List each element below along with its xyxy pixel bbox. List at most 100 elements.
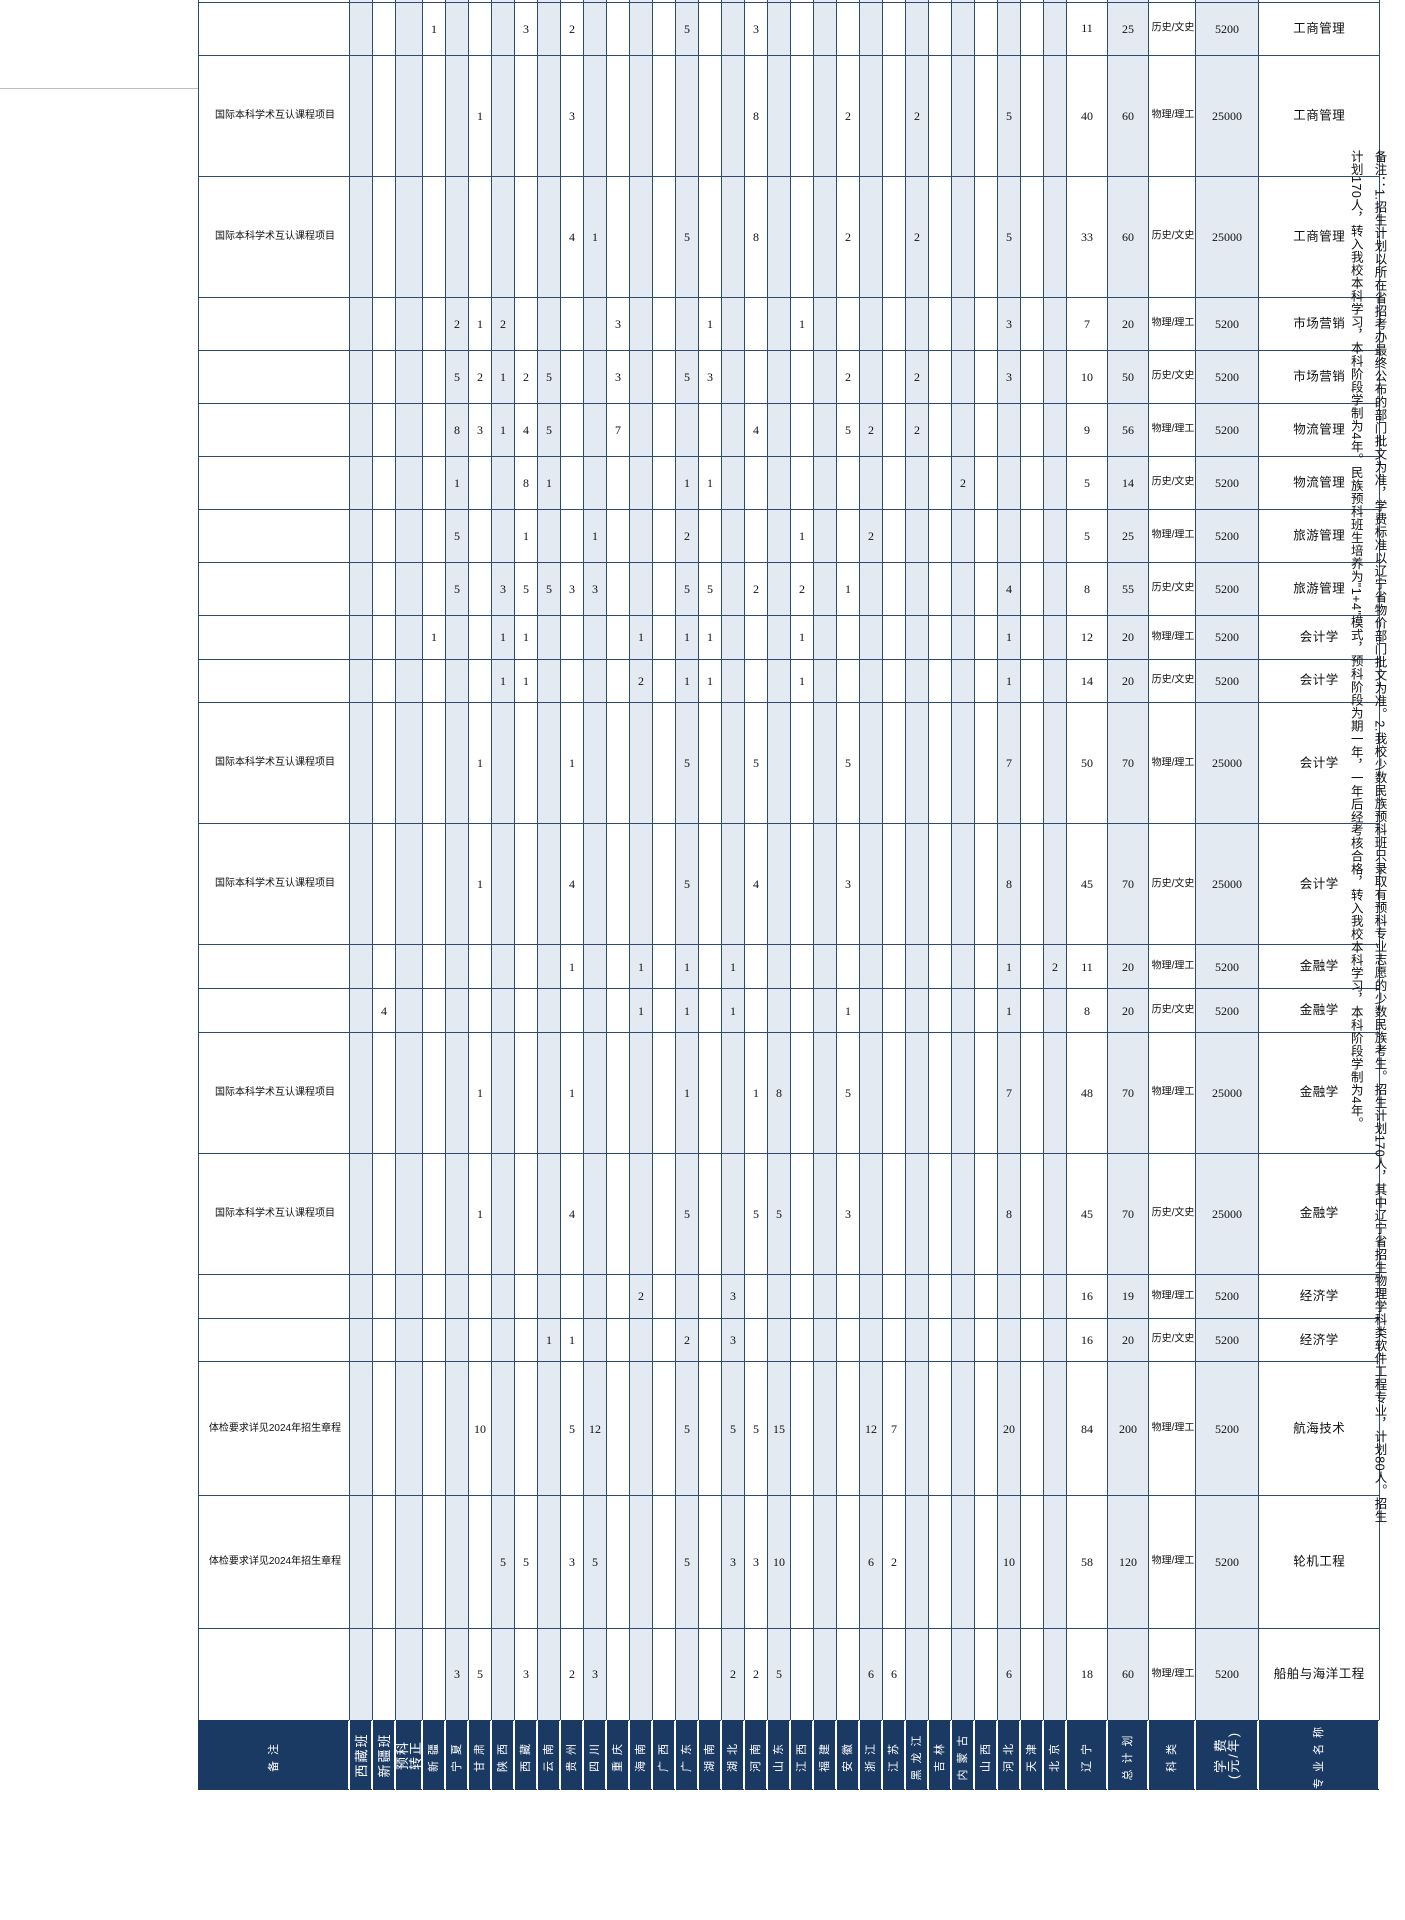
table-cell	[790, 2, 813, 56]
table-cell	[652, 2, 675, 56]
table-cell	[836, 509, 859, 563]
table-cell: 1	[537, 456, 560, 510]
table-cell	[372, 562, 395, 616]
table-cell	[652, 176, 675, 298]
table-cell	[583, 1274, 606, 1319]
table-cell	[836, 297, 859, 351]
table-cell: 3	[560, 562, 583, 616]
table-cell: 2	[560, 1628, 583, 1721]
table-cell	[583, 615, 606, 660]
table-cell	[537, 1032, 560, 1154]
table-cell	[813, 615, 836, 660]
table-cell	[198, 2, 349, 56]
table-cell	[698, 2, 721, 56]
table-cell	[606, 0, 629, 3]
table-cell	[882, 1318, 905, 1362]
table-cell: 40	[1066, 55, 1107, 177]
table-cell: 10	[1066, 350, 1107, 404]
table-cell	[744, 988, 767, 1033]
table-cell	[629, 403, 652, 457]
table-cell	[951, 176, 974, 298]
table-cell	[951, 1032, 974, 1154]
table-cell	[514, 1153, 537, 1275]
table-cell	[395, 1153, 422, 1275]
table-cell	[372, 456, 395, 510]
table-cell	[721, 350, 744, 404]
row-header-湖北: 湖北	[721, 1720, 744, 1790]
table-cell	[652, 823, 675, 945]
row-header-新疆班: 新疆班	[372, 1720, 395, 1790]
table-cell: 25	[1107, 509, 1148, 563]
table-cell	[951, 1318, 974, 1362]
table-cell	[583, 823, 606, 945]
table-cell	[859, 1274, 882, 1319]
table-cell: 物理/理工	[1148, 1032, 1195, 1154]
table-cell: 5200	[1195, 1318, 1258, 1362]
table-cell	[836, 1495, 859, 1629]
table-cell	[905, 562, 928, 616]
table-cell	[349, 702, 372, 824]
table-cell: 5	[675, 1153, 698, 1275]
table-cell	[422, 1361, 445, 1496]
table-cell	[372, 615, 395, 660]
table-cell: 4	[560, 1153, 583, 1275]
table-cell: 5200	[1195, 988, 1258, 1033]
row-header-学费(元/年): 学 费 (元/年)	[1195, 1720, 1258, 1790]
table-cell: 15	[767, 1361, 790, 1496]
table-cell	[905, 1495, 928, 1629]
table-cell	[537, 509, 560, 563]
table-cell	[468, 562, 491, 616]
table-cell: 8	[744, 176, 767, 298]
table-cell	[395, 615, 422, 660]
table-cell: 国际本科学术互认课程项目	[198, 176, 349, 298]
table-cell	[652, 944, 675, 989]
table-cell	[1043, 702, 1066, 824]
table-cell	[491, 1032, 514, 1154]
table-cell: 1	[744, 0, 767, 3]
table-cell	[606, 1628, 629, 1721]
table-cell: 20	[1107, 615, 1148, 660]
table-cell: 120	[1107, 1495, 1148, 1629]
table-cell	[395, 176, 422, 298]
table-cell	[997, 1318, 1020, 1362]
table-cell	[1020, 350, 1043, 404]
table-cell	[767, 297, 790, 351]
table-cell	[675, 55, 698, 177]
table-cell: 5200	[1195, 1495, 1258, 1629]
table-cell: 1	[468, 1153, 491, 1275]
table-cell	[652, 509, 675, 563]
table-cell: 5	[675, 2, 698, 56]
table-cell: 2	[836, 176, 859, 298]
table-cell: 1	[629, 988, 652, 1033]
table-cell: 5200	[1195, 350, 1258, 404]
table-cell: 50	[1066, 702, 1107, 824]
table-cell: 物理/理工	[1148, 1361, 1195, 1496]
table-cell: 5	[537, 562, 560, 616]
table-cell: 5200	[1195, 509, 1258, 563]
table-cell	[928, 403, 951, 457]
table-cell	[491, 176, 514, 298]
table-cell	[813, 988, 836, 1033]
table-cell	[721, 1153, 744, 1275]
table-cell	[790, 1361, 813, 1496]
table-cell	[372, 1318, 395, 1362]
table-cell	[836, 1361, 859, 1496]
table-cell: 1	[468, 297, 491, 351]
table-cell: 4	[560, 176, 583, 298]
table-cell	[882, 509, 905, 563]
row-header-专业名称: 专业名称	[1258, 1720, 1379, 1790]
table-cell	[583, 456, 606, 510]
table-cell	[349, 350, 372, 404]
table-cell	[790, 456, 813, 510]
table-cell: 3	[744, 2, 767, 56]
table-cell: 25000	[1195, 702, 1258, 824]
table-cell: 1	[790, 659, 813, 703]
row-header-福建: 福建	[813, 1720, 836, 1790]
table-cell	[974, 176, 997, 298]
table-cell	[560, 0, 583, 3]
table-cell: 2	[790, 562, 813, 616]
table-cell: 物理/理工	[1148, 944, 1195, 989]
table-cell	[1020, 944, 1043, 989]
table-cell	[395, 456, 422, 510]
table-cell: 1	[491, 403, 514, 457]
